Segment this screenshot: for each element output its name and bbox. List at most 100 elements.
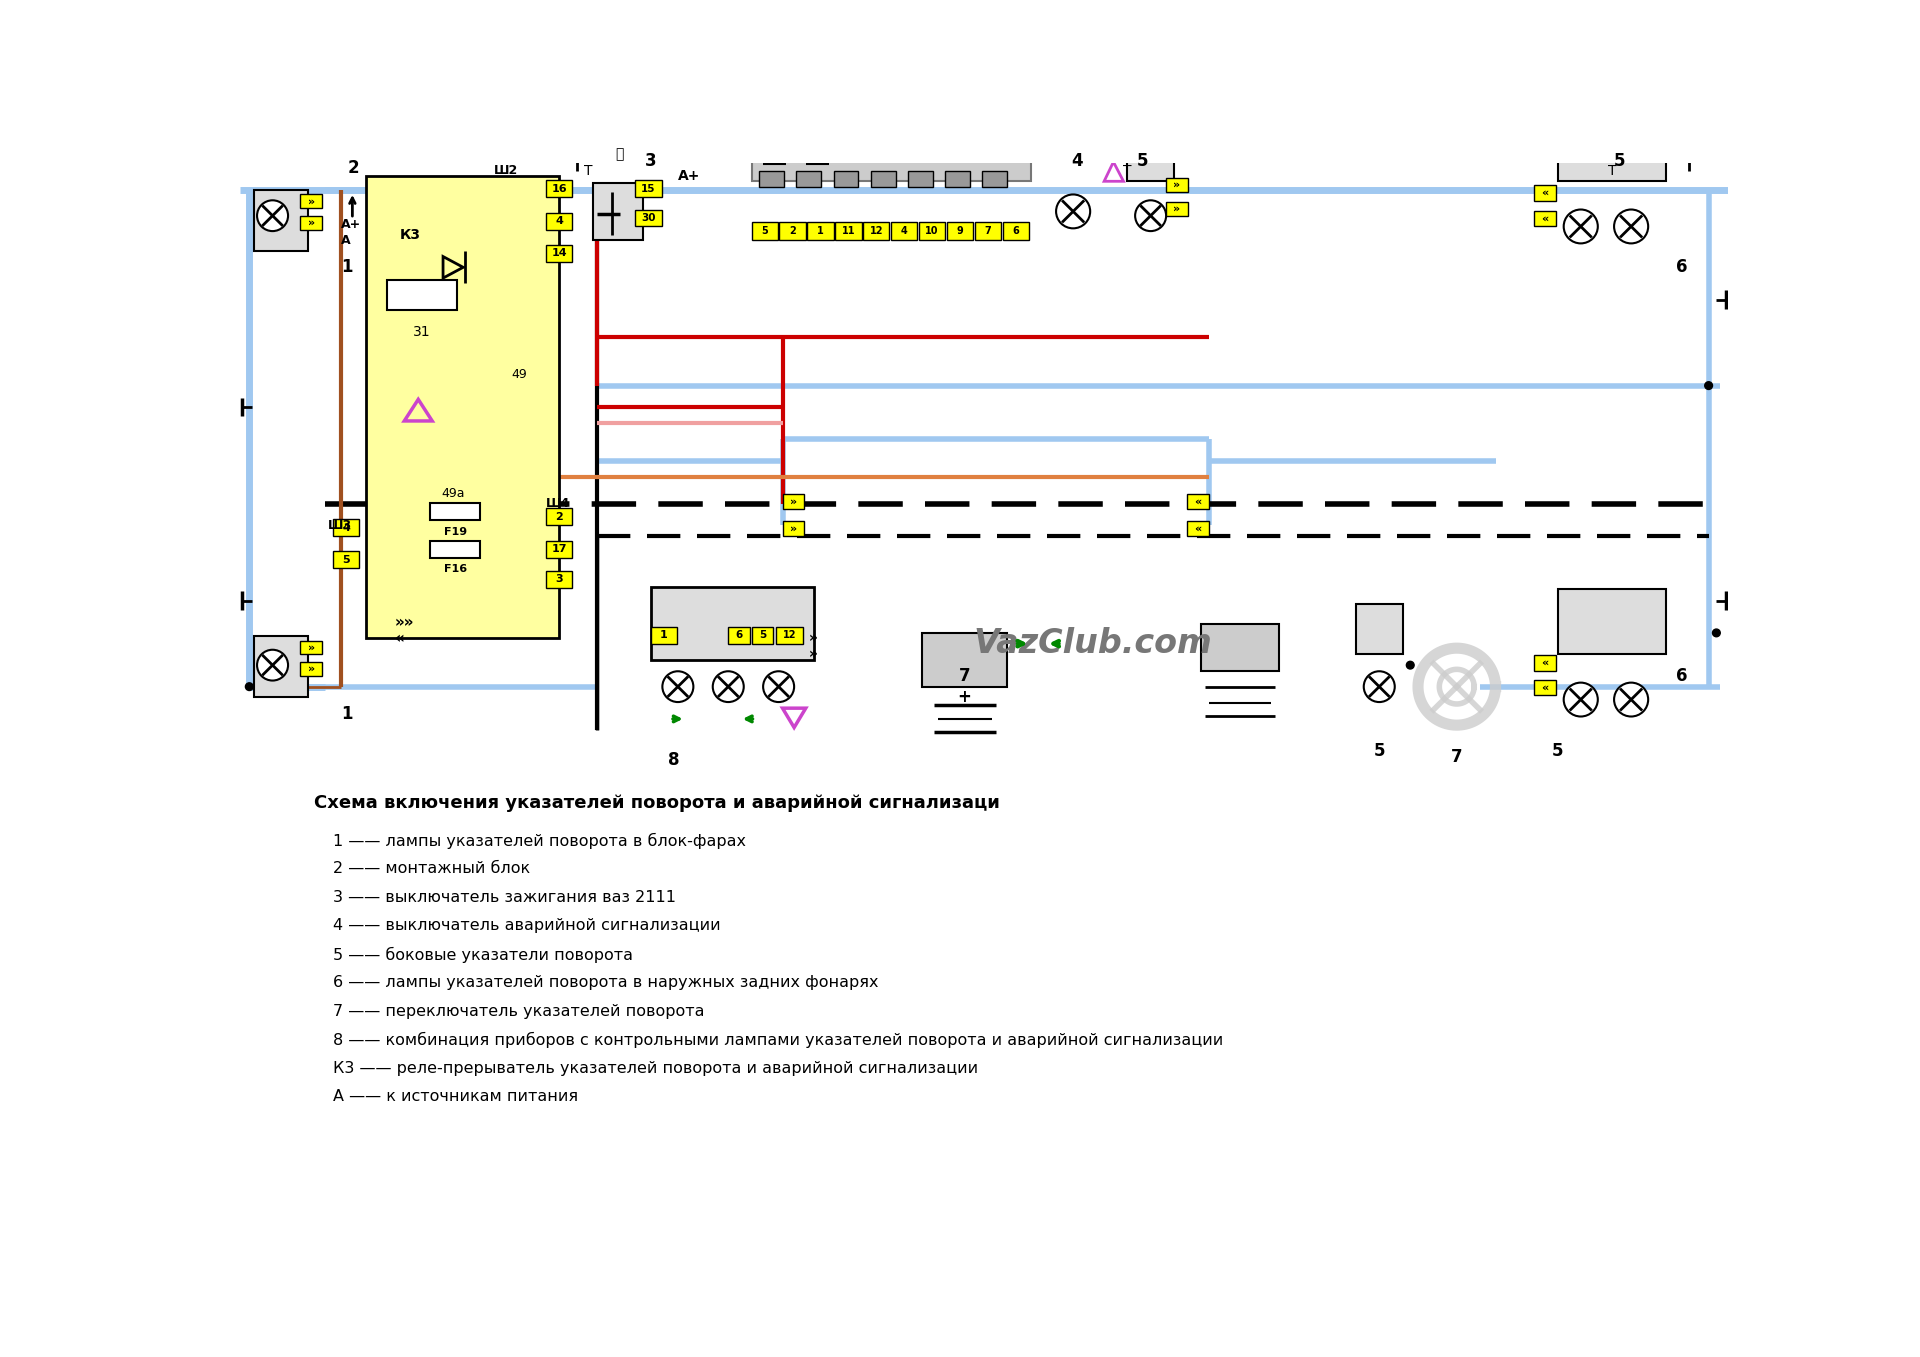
Bar [783, 521, 804, 536]
Bar [545, 571, 572, 588]
Bar [983, 171, 1008, 187]
Bar [758, 171, 783, 187]
Text: 7: 7 [985, 227, 991, 236]
Text: 1: 1 [818, 227, 824, 236]
Bar [922, 632, 1008, 687]
Text: »: » [307, 642, 315, 653]
Bar [593, 183, 643, 240]
Text: 5: 5 [1137, 152, 1148, 170]
Circle shape [1615, 683, 1647, 716]
Bar [651, 627, 678, 643]
Bar [803, 141, 833, 155]
Bar [388, 280, 457, 311]
Text: 4: 4 [342, 522, 349, 533]
Bar [1165, 202, 1188, 216]
Bar [240, 163, 1728, 772]
Bar [1187, 521, 1210, 536]
Text: 7: 7 [958, 666, 970, 685]
Text: F16: F16 [444, 565, 467, 574]
Text: 3: 3 [645, 152, 657, 170]
Text: T: T [584, 164, 593, 178]
Text: »: » [789, 497, 797, 506]
Circle shape [257, 201, 288, 231]
Circle shape [662, 672, 693, 702]
Text: 3 —— выключатель зажигания ваз 2111: 3 —— выключатель зажигания ваз 2111 [332, 890, 676, 905]
Text: 31: 31 [413, 324, 430, 339]
Bar [300, 641, 323, 654]
Circle shape [712, 672, 743, 702]
Bar [872, 171, 895, 187]
Bar [430, 540, 480, 558]
Text: «: « [396, 631, 405, 646]
Text: «: « [1542, 658, 1549, 668]
Bar [1127, 132, 1173, 182]
Bar [300, 216, 323, 229]
Text: 1: 1 [660, 630, 668, 641]
Text: 7: 7 [1452, 748, 1463, 765]
Text: T: T [1607, 164, 1617, 178]
Text: A: A [340, 233, 349, 247]
Text: 3: 3 [555, 574, 563, 585]
Bar [651, 586, 814, 660]
Bar [365, 176, 559, 638]
Text: «: « [1194, 524, 1202, 533]
Bar [758, 141, 791, 155]
Bar [947, 223, 973, 240]
Circle shape [257, 650, 288, 681]
Text: »: » [307, 664, 315, 674]
Bar [545, 213, 572, 229]
Text: 5: 5 [1551, 742, 1563, 760]
Text: «: « [1542, 683, 1549, 692]
Circle shape [1135, 201, 1165, 231]
Text: 5 —— боковые указатели поворота: 5 —— боковые указатели поворота [332, 947, 634, 963]
Bar [780, 223, 806, 240]
Text: »: » [808, 631, 818, 646]
Bar [751, 128, 1031, 182]
Text: »: » [1173, 204, 1181, 214]
Text: 6: 6 [735, 630, 743, 641]
Text: A+: A+ [340, 218, 361, 231]
Bar [1165, 178, 1188, 193]
Circle shape [762, 672, 795, 702]
Circle shape [1615, 209, 1647, 243]
Text: К3 —— реле-прерыватель указателей поворота и аварийной сигнализации: К3 —— реле-прерыватель указателей поворо… [332, 1061, 977, 1076]
Bar [300, 194, 323, 208]
Bar [545, 246, 572, 262]
Text: 2: 2 [348, 159, 359, 178]
Text: Ш3: Ш3 [328, 518, 351, 532]
Bar [636, 180, 662, 197]
Text: 30: 30 [641, 213, 655, 223]
Circle shape [1713, 630, 1720, 636]
Text: +: + [958, 688, 972, 707]
Circle shape [1563, 683, 1597, 716]
Bar [806, 223, 833, 240]
Text: F19: F19 [444, 527, 467, 537]
Text: К3: К3 [399, 228, 420, 242]
Bar [1534, 212, 1555, 227]
Text: 6: 6 [1012, 227, 1020, 236]
Text: 5: 5 [342, 555, 349, 565]
Text: 6: 6 [1676, 666, 1688, 685]
Bar [1187, 494, 1210, 509]
Text: 5: 5 [762, 227, 768, 236]
Circle shape [1363, 672, 1394, 702]
Bar [1557, 589, 1667, 654]
Text: 4: 4 [1071, 152, 1083, 170]
Text: A+: A+ [678, 168, 701, 183]
Bar [1202, 624, 1279, 670]
Text: 1 —— лампы указателей поворота в блок-фарах: 1 —— лампы указателей поворота в блок-фа… [332, 833, 747, 849]
Text: «: « [1542, 214, 1549, 224]
Text: 6: 6 [1676, 258, 1688, 277]
Text: 5: 5 [1613, 152, 1624, 170]
Bar [835, 223, 862, 240]
Text: Схема включения указателей поворота и аварийной сигнализаци: Схема включения указателей поворота и ав… [313, 794, 1000, 813]
Text: «: « [1542, 189, 1549, 198]
Text: »: » [1173, 180, 1181, 190]
Bar [253, 636, 309, 697]
Text: 11: 11 [841, 227, 854, 236]
Circle shape [1056, 194, 1091, 228]
Bar [797, 171, 822, 187]
Bar [1534, 655, 1555, 670]
Text: 5: 5 [758, 630, 766, 641]
Bar [1356, 604, 1402, 654]
